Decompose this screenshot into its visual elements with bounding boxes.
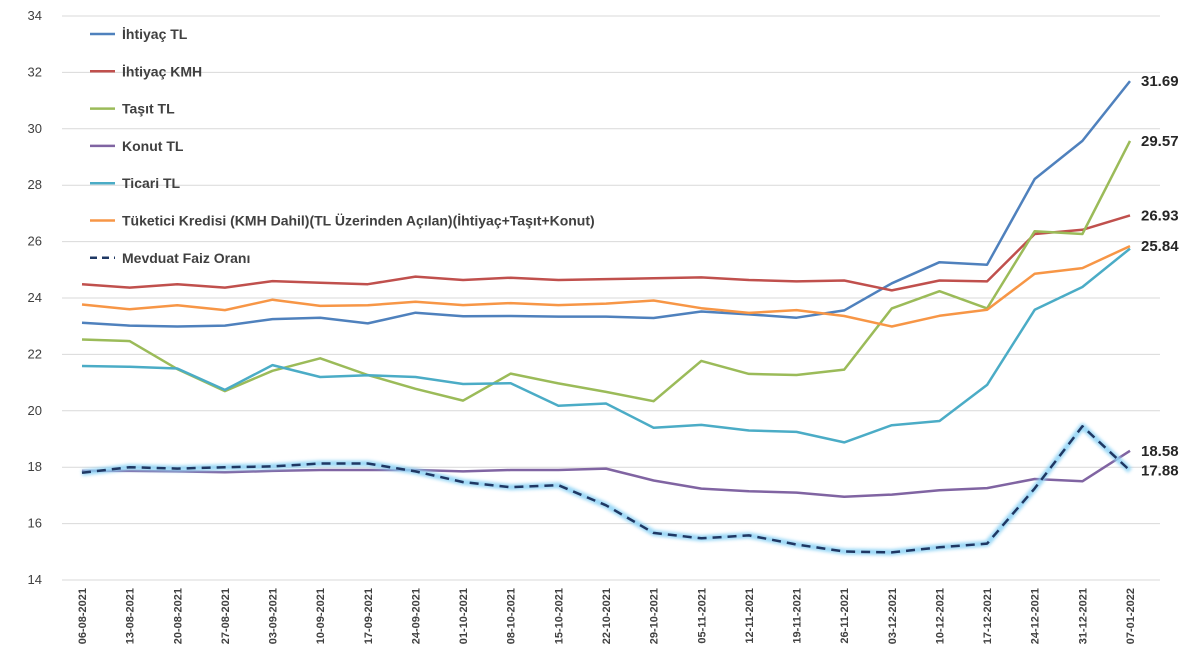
legend-entry: Taşıt TL bbox=[122, 101, 175, 117]
x-tick-label: 10-09-2021 bbox=[315, 588, 327, 644]
legend-entry: İhtiyaç KMH bbox=[122, 63, 202, 79]
x-tick-label: 29-10-2021 bbox=[649, 588, 661, 644]
y-tick-label: 32 bbox=[28, 64, 42, 79]
series-line bbox=[81, 214, 1131, 292]
series-line bbox=[81, 425, 1131, 554]
series-line bbox=[82, 449, 1131, 499]
x-tick-label: 24-09-2021 bbox=[410, 588, 422, 644]
legend-entry: Tüketici Kredisi (KMH Dahil)(TL Üzerinde… bbox=[122, 213, 595, 229]
gridlines bbox=[62, 15, 1160, 581]
series-line bbox=[81, 247, 1131, 444]
legend: İhtiyaç TL İhtiyaç KMH Taşıt TL Konut TL Tic… bbox=[90, 26, 595, 266]
end-value-label: 26.93 bbox=[1141, 207, 1179, 224]
y-tick-label: 26 bbox=[28, 234, 42, 249]
x-tick-label: 03-12-2021 bbox=[887, 588, 899, 644]
x-tick-label: 17-09-2021 bbox=[363, 588, 375, 644]
y-tick-label: 18 bbox=[28, 459, 42, 474]
x-tick-label: 22-10-2021 bbox=[601, 588, 613, 644]
x-tick-label: 01-10-2021 bbox=[458, 588, 470, 644]
end-value-label: 29.57 bbox=[1141, 133, 1179, 150]
x-tick-label: 03-09-2021 bbox=[268, 588, 280, 644]
y-tick-label: 20 bbox=[28, 403, 42, 418]
x-tick-label: 10-12-2021 bbox=[934, 588, 946, 644]
x-tick-label: 20-08-2021 bbox=[172, 588, 184, 644]
y-tick-label: 34 bbox=[28, 8, 42, 23]
y-tick-label: 14 bbox=[28, 572, 42, 587]
end-value-label: 31.69 bbox=[1141, 73, 1179, 90]
x-tick-label: 31-12-2021 bbox=[1077, 588, 1089, 644]
x-tick-label: 05-11-2021 bbox=[696, 588, 708, 644]
series-line bbox=[81, 80, 1131, 328]
x-tick-label: 13-08-2021 bbox=[125, 588, 137, 644]
x-tick-label: 08-10-2021 bbox=[506, 588, 518, 644]
x-tick-label: 07-01-2022 bbox=[1125, 588, 1137, 644]
x-tick-label: 15-10-2021 bbox=[553, 588, 565, 644]
end-value-label: 18.58 bbox=[1141, 443, 1179, 460]
x-tick-label: 19-11-2021 bbox=[792, 588, 804, 644]
y-tick-label: 22 bbox=[28, 346, 42, 361]
y-tick-label: 24 bbox=[28, 290, 42, 305]
x-tick-label: 06-08-2021 bbox=[77, 588, 89, 644]
x-tick-label: 17-12-2021 bbox=[982, 588, 994, 644]
y-tick-label: 16 bbox=[28, 516, 42, 531]
legend-entry: İhtiyaç TL bbox=[122, 26, 188, 42]
axes: 14 16 18 20 22 24 26 28 30 32 34 06-08-2021 13-08-20… bbox=[28, 8, 1137, 644]
x-tick-label: 12-11-2021 bbox=[744, 588, 756, 644]
series-line bbox=[81, 244, 1131, 328]
x-tick-label: 27-08-2021 bbox=[220, 588, 232, 644]
x-tick-label: 24-12-2021 bbox=[1030, 588, 1042, 644]
y-tick-label: 28 bbox=[28, 177, 42, 192]
series-line bbox=[81, 140, 1132, 403]
series-lines bbox=[81, 80, 1133, 556]
end-value-label: 17.88 bbox=[1141, 463, 1179, 480]
end-value-label: 25.84 bbox=[1141, 238, 1179, 255]
legend-entry: Ticari TL bbox=[122, 175, 181, 191]
end-labels: 31.69 26.93 29.57 18.58 25.84 17.88 bbox=[1141, 73, 1179, 479]
x-tick-label: 26-11-2021 bbox=[839, 588, 851, 644]
y-tick-label: 30 bbox=[28, 121, 42, 136]
legend-entry: Mevduat Faiz Oranı bbox=[122, 250, 250, 266]
legend-entry: Konut TL bbox=[122, 138, 184, 154]
